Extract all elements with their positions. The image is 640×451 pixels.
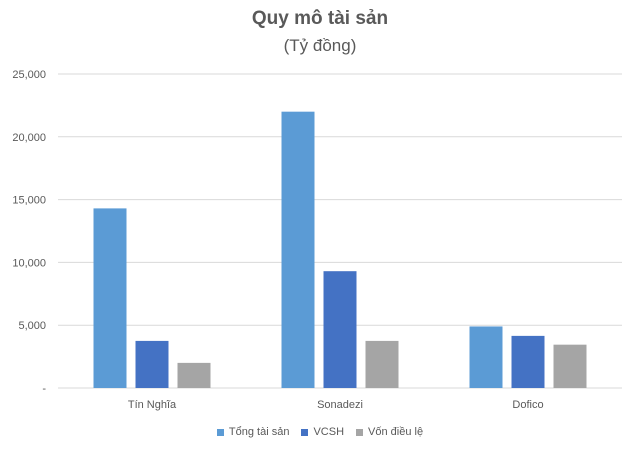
bar [511,335,545,388]
bar [93,208,127,388]
bar [323,271,357,388]
bar [177,362,211,388]
legend-item: Tổng tài sản [216,426,290,438]
chart-title: Quy mô tài sản [251,8,389,29]
legend-label: VCSH [313,426,345,438]
bar [365,340,399,388]
legend-label: Vốn điều lệ [368,426,424,438]
legend-swatch [356,428,364,436]
y-tick-label: 25,000 [12,69,46,81]
x-tick-label: Dofico [512,399,543,411]
legend-swatch [301,428,309,436]
legend-swatch [216,428,224,436]
legend-item: Vốn điều lệ [356,426,423,438]
legend-item: VCSH [301,426,344,438]
bar [553,344,587,388]
y-tick-label: 20,000 [12,132,46,144]
y-tick-label: 10,000 [12,257,46,269]
chart-subtitle: (Tỷ đồng) [283,36,357,55]
legend-label: Tổng tài sản [228,426,290,438]
y-tick-label: - [42,383,46,395]
x-tick-label: Sonadezi [317,399,363,411]
bar [281,111,315,389]
y-tick-label: 5,000 [18,320,46,332]
bar [469,326,503,388]
y-tick-label: 15,000 [12,195,46,207]
bar [135,340,169,388]
legend: Tổng tài sản VCSH Vốn điều lệ [0,426,640,438]
x-tick-label: Tín Nghĩa [128,399,177,411]
